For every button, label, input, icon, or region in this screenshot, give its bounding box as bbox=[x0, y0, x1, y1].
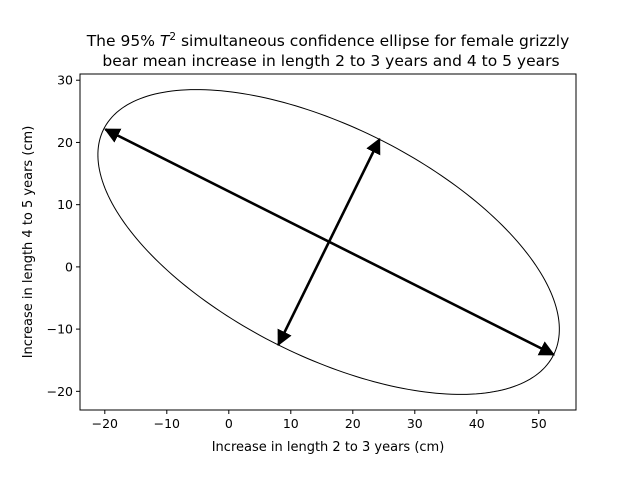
y-tick-label: −10 bbox=[47, 322, 73, 337]
x-tick-label: 20 bbox=[345, 416, 361, 431]
x-tick-label: 50 bbox=[531, 416, 547, 431]
y-tick-label: 20 bbox=[57, 135, 73, 150]
plot-frame bbox=[79, 73, 577, 411]
x-tick-label: 10 bbox=[283, 416, 299, 431]
x-tick-label: −10 bbox=[154, 416, 180, 431]
x-tick-label: 0 bbox=[225, 416, 233, 431]
chart-title-line-2: bear mean increase in length 2 to 3 year… bbox=[102, 52, 559, 70]
x-tick-label: 40 bbox=[469, 416, 485, 431]
y-tick-label: 0 bbox=[65, 259, 73, 274]
y-tick-label: 30 bbox=[57, 73, 73, 88]
x-tick-label: −20 bbox=[92, 416, 118, 431]
y-axis-label: Increase in length 4 to 5 years (cm) bbox=[21, 126, 36, 359]
x-axis-label: Increase in length 2 to 3 years (cm) bbox=[212, 440, 445, 455]
y-tick-label: 10 bbox=[57, 197, 73, 212]
y-tick-label: −20 bbox=[47, 384, 73, 399]
x-tick-label: 30 bbox=[407, 416, 423, 431]
chart-title-line-1: The 95% T2 simultaneous confidence ellip… bbox=[86, 31, 570, 50]
plot-area: −20 −10 0 10 20 30 40 50 −20 −10 0 10 20 30 bbox=[47, 73, 577, 431]
minor-axis-arrow bbox=[277, 137, 381, 347]
